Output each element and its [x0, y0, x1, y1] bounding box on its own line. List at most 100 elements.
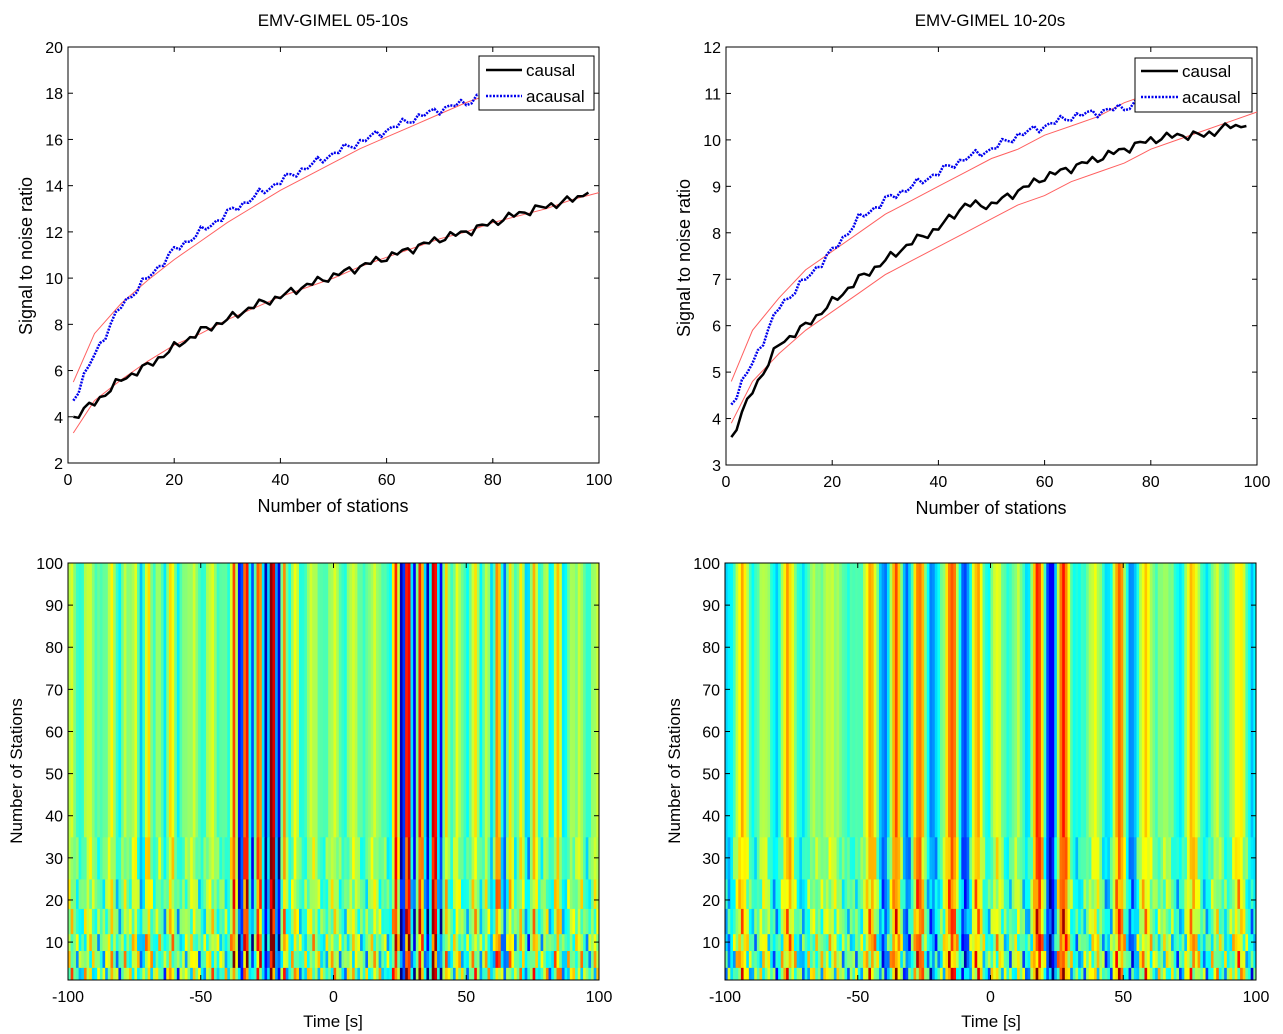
heatmap-cell [73, 933, 77, 952]
heatmap-cell [179, 836, 183, 880]
heatmap-cell [966, 967, 970, 980]
heatmap-cell [245, 967, 250, 980]
heatmap-cell [1234, 950, 1238, 968]
heatmap-cell [1160, 836, 1164, 880]
heatmap-cell [748, 836, 753, 880]
heatmap-cell [1186, 950, 1191, 968]
x-tick-label: 0 [329, 989, 338, 1006]
heatmap-cell [309, 836, 313, 880]
heatmap-cell [1056, 950, 1061, 968]
heatmap-cell [1017, 933, 1021, 952]
heatmap-cell [458, 950, 462, 968]
heatmap-cell [1168, 563, 1172, 838]
heatmap-cell [926, 933, 930, 952]
heatmap-cell [516, 908, 520, 935]
heatmap-cell [1240, 836, 1244, 880]
heatmap-cell [1107, 908, 1111, 935]
heatmap-cell [1141, 967, 1145, 980]
heatmap-cell [754, 836, 758, 880]
heatmap-cell [198, 933, 202, 952]
heatmap-cell [476, 950, 481, 968]
heatmap-cell [1189, 563, 1193, 838]
heatmap-cell [934, 878, 938, 909]
heatmap-cell [1030, 933, 1034, 952]
heatmap-cell [460, 950, 465, 968]
heatmap-cell [884, 878, 888, 909]
heatmap-cell [137, 563, 141, 838]
heatmap-cell [394, 836, 398, 880]
heatmap-cell [94, 878, 98, 909]
heatmap-cell [373, 950, 377, 968]
heatmap-cell [354, 563, 358, 838]
heatmap-cell [1157, 933, 1161, 952]
heatmap-cell [921, 933, 925, 952]
heatmap-cell [1096, 878, 1100, 909]
heatmap-cell [809, 836, 814, 880]
heatmap-cell [176, 950, 180, 968]
heatmap-cell [918, 950, 922, 968]
heatmap-cell [548, 950, 552, 968]
plot-frame [67, 46, 600, 464]
heatmap-cell [192, 967, 196, 980]
heatmap-cell [857, 878, 861, 909]
heatmap-cell [791, 836, 795, 880]
heatmap-cell [460, 563, 465, 838]
heatmap-cell [511, 967, 515, 980]
heatmap-cell [75, 563, 80, 838]
heatmap-cell [413, 563, 417, 838]
heatmap-cell [844, 967, 848, 980]
heatmap-cell [748, 908, 753, 935]
heatmap-cell [1067, 967, 1071, 980]
heatmap-cell [160, 967, 165, 980]
heatmap-cell [780, 836, 784, 880]
heatmap-cell [804, 563, 808, 838]
heatmap-cell [1104, 836, 1108, 880]
heatmap-cell [1181, 967, 1185, 980]
heatmap-cell [1003, 908, 1007, 935]
heatmap-cell [1078, 967, 1082, 980]
heatmap-cell [283, 836, 287, 880]
heatmap-cell [1001, 878, 1005, 909]
heatmap-cell [383, 836, 388, 880]
heatmap-cell [865, 563, 869, 838]
heatmap-cell [1070, 967, 1074, 980]
heatmap-cell [434, 836, 438, 880]
heatmap-cell [905, 836, 909, 880]
heatmap-cell [455, 878, 459, 909]
heatmap-cell [357, 836, 361, 880]
heatmap-cell [727, 878, 731, 909]
heatmap-cell [897, 878, 901, 909]
heatmap-cell [971, 563, 976, 838]
heatmap-cell [551, 967, 555, 980]
heatmap-cell [823, 950, 827, 968]
heatmap-cell [839, 933, 843, 952]
heatmap-cell [993, 933, 997, 952]
heatmap-cell [759, 563, 763, 838]
heatmap-cell [1226, 933, 1230, 952]
heatmap-cell [357, 908, 361, 935]
heatmap-cell [751, 967, 755, 980]
heatmap-cell [1062, 933, 1066, 952]
heatmap-cell [876, 563, 880, 838]
heatmap-cell [399, 908, 404, 935]
heatmap-cell [969, 908, 973, 935]
heatmap-cell [166, 878, 170, 909]
heatmap-cell [540, 878, 544, 909]
heatmap-cell [740, 933, 745, 952]
heatmap-cell [288, 933, 292, 952]
heatmap-cell [1194, 950, 1199, 968]
heatmap-cell [240, 908, 244, 935]
heatmap-cell [929, 836, 933, 880]
heatmap-cell [171, 950, 175, 968]
heatmap-cell [778, 950, 782, 968]
heatmap-cell [511, 908, 515, 935]
heatmap-cell [224, 933, 228, 952]
heatmap-cell [953, 933, 957, 952]
heatmap-cell [105, 967, 109, 980]
heatmap-cell [373, 878, 377, 909]
heatmap-cell [1133, 950, 1138, 968]
heatmap-cell [484, 950, 488, 968]
heatmap-cell [97, 967, 101, 980]
heatmap-cell [953, 836, 957, 880]
heatmap-cell [466, 878, 470, 909]
